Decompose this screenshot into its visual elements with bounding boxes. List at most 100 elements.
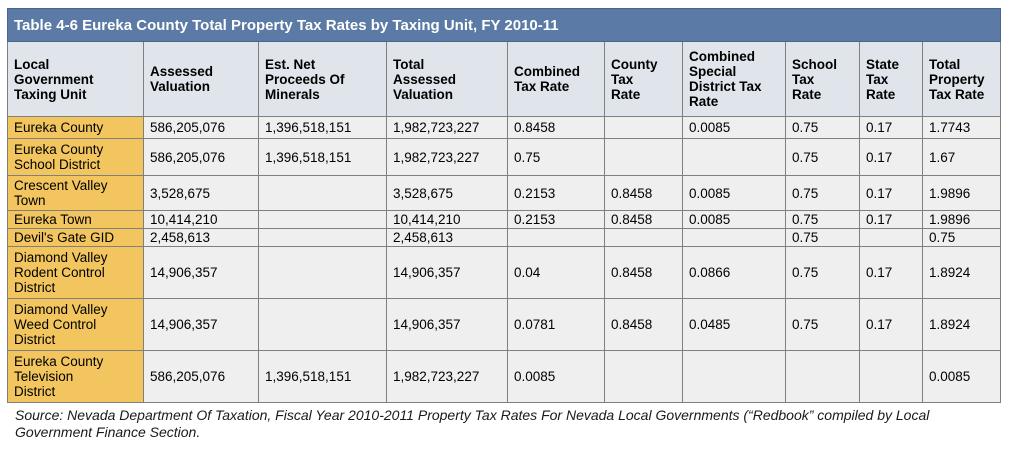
table-cell: 0.0085 — [682, 175, 786, 211]
table-cell: 1.8924 — [921, 298, 1002, 351]
table-row: Diamond Valley Rodent Control District 14,9… — [7, 246, 1002, 299]
table-cell — [682, 350, 786, 403]
table-cell: 2,458,613 — [386, 228, 508, 247]
table-cell: 0.0781 — [507, 298, 605, 351]
table-cell: 1,396,518,151 — [258, 116, 387, 139]
taxing-unit-name-line: Town — [14, 193, 46, 208]
table-cell: 1,982,723,227 — [386, 138, 508, 176]
column-header-line: Valuation — [150, 79, 211, 94]
column-header: School Tax Rate — [785, 41, 860, 117]
table-cell — [604, 138, 683, 176]
taxing-unit-name-line: Eureka County — [14, 120, 104, 135]
table-cell: 10,414,210 — [386, 210, 508, 229]
column-header: County Tax Rate — [604, 41, 683, 117]
table-cell: 0.17 — [859, 298, 923, 351]
column-header: Total Property Tax Rate — [921, 41, 1002, 117]
table-cell: 14,906,357 — [143, 298, 259, 351]
table-cell — [604, 116, 683, 139]
taxing-unit-name-line: Devil's Gate GID — [14, 230, 115, 245]
table-cell — [258, 246, 387, 299]
table-row: Eureka County 586,205,076 1,396,518,151 1,9… — [7, 116, 1002, 139]
table-row: Eureka Town 10,414,210 10,414,210 0.2153 0.8… — [7, 210, 1002, 229]
table-title: Table 4-6 Eureka County Total Property T… — [6, 8, 1002, 42]
table-cell: 0.75 — [785, 116, 860, 139]
table-row: Crescent Valley Town 3,528,675 3,528,675 0.2… — [7, 175, 1002, 211]
column-header-line: Rate — [792, 86, 822, 102]
table-cell: 0.0085 — [507, 350, 605, 403]
table-row: Diamond Valley Weed Control District 14,906… — [7, 298, 1002, 351]
column-header-line: Government — [14, 71, 94, 87]
table-cell: 0.8458 — [604, 210, 683, 229]
column-header-line: Tax — [866, 71, 889, 87]
table-cell: 10,414,210 — [143, 210, 259, 229]
table-cell: 1.9896 — [921, 175, 1002, 211]
taxing-unit-name: Diamond Valley Rodent Control District — [7, 246, 144, 299]
column-header-line: Valuation — [393, 86, 454, 102]
table-cell: 0.75 — [785, 138, 860, 176]
column-header: Est. Net Proceeds Of Minerals — [258, 41, 387, 117]
table-cell: 0.8458 — [604, 175, 683, 211]
column-header-line: Tax — [611, 71, 634, 87]
tax-rate-table-container: Table 4-6 Eureka County Total Property T… — [6, 8, 1002, 403]
taxing-unit-name-line: Diamond Valley — [14, 302, 108, 317]
table-cell: 0.2153 — [507, 175, 605, 211]
table-cell — [258, 175, 387, 211]
table-cell — [859, 228, 923, 247]
column-header-line: Special — [689, 64, 737, 79]
column-header-line: Combined — [514, 64, 580, 79]
column-header-line: Minerals — [265, 86, 320, 102]
table-cell — [682, 138, 786, 176]
taxing-unit-name: Eureka County School District — [7, 138, 144, 176]
table-cell: 0.17 — [859, 116, 923, 139]
taxing-unit-name-line: District — [14, 332, 56, 347]
table-cell — [785, 350, 860, 403]
table-cell: 0.2153 — [507, 210, 605, 229]
table-cell: 0.8458 — [604, 246, 683, 299]
taxing-unit-name-line: Eureka County — [14, 354, 104, 369]
table-cell: 0.75 — [785, 210, 860, 229]
column-header: Assessed Valuation — [143, 41, 259, 117]
table-cell: 1.8924 — [921, 246, 1002, 299]
table-cell: 0.17 — [859, 138, 923, 176]
taxing-unit-name: Devil's Gate GID — [7, 228, 144, 247]
column-header-line: Rate — [689, 94, 719, 109]
table-row: Eureka County School District 586,205,076 1… — [7, 138, 1002, 176]
taxing-unit-name-line: School District — [14, 157, 101, 172]
column-header-line: Total — [393, 56, 425, 72]
column-header-line: State — [866, 56, 900, 72]
table-cell: 0.75 — [785, 175, 860, 211]
table-cell: 14,906,357 — [143, 246, 259, 299]
table-cell: 0.0866 — [682, 246, 786, 299]
table-cell — [604, 228, 683, 247]
table-cell: 0.0085 — [921, 350, 1002, 403]
table-cell: 1.7743 — [921, 116, 1002, 139]
column-header: Total Assessed Valuation — [386, 41, 508, 117]
table-cell: 0.8458 — [604, 298, 683, 351]
column-header: Local Government Taxing Unit — [7, 41, 144, 117]
table-cell: 586,205,076 — [143, 116, 259, 139]
taxing-unit-name: Diamond Valley Weed Control District — [7, 298, 144, 351]
column-header-line: Est. Net — [265, 56, 316, 72]
table-cell: 0.17 — [859, 246, 923, 299]
taxing-unit-name-line: Crescent Valley — [14, 178, 108, 193]
column-header-line: County — [611, 56, 658, 72]
table-cell: 14,906,357 — [386, 298, 508, 351]
column-header: Combined Special District Tax Rate — [682, 41, 786, 117]
table-cell: 0.75 — [785, 228, 860, 247]
taxing-unit-name-line: District — [14, 384, 56, 399]
taxing-unit-name-line: Eureka Town — [14, 212, 92, 227]
taxing-unit-name-line: Television — [14, 369, 74, 384]
table-cell: 0.17 — [859, 210, 923, 229]
column-header-line: Total — [929, 56, 961, 72]
table-cell: 3,528,675 — [143, 175, 259, 211]
table-cell: 1,982,723,227 — [386, 350, 508, 403]
column-header-line: Rate — [611, 86, 641, 102]
column-header-line: Local — [14, 56, 50, 72]
table-cell: 1.67 — [921, 138, 1002, 176]
table-cell — [258, 228, 387, 247]
table-cell: 14,906,357 — [386, 246, 508, 299]
table-cell: 586,205,076 — [143, 138, 259, 176]
table-cell — [682, 228, 786, 247]
taxing-unit-name-line: District — [14, 280, 56, 295]
table-cell: 0.8458 — [507, 116, 605, 139]
